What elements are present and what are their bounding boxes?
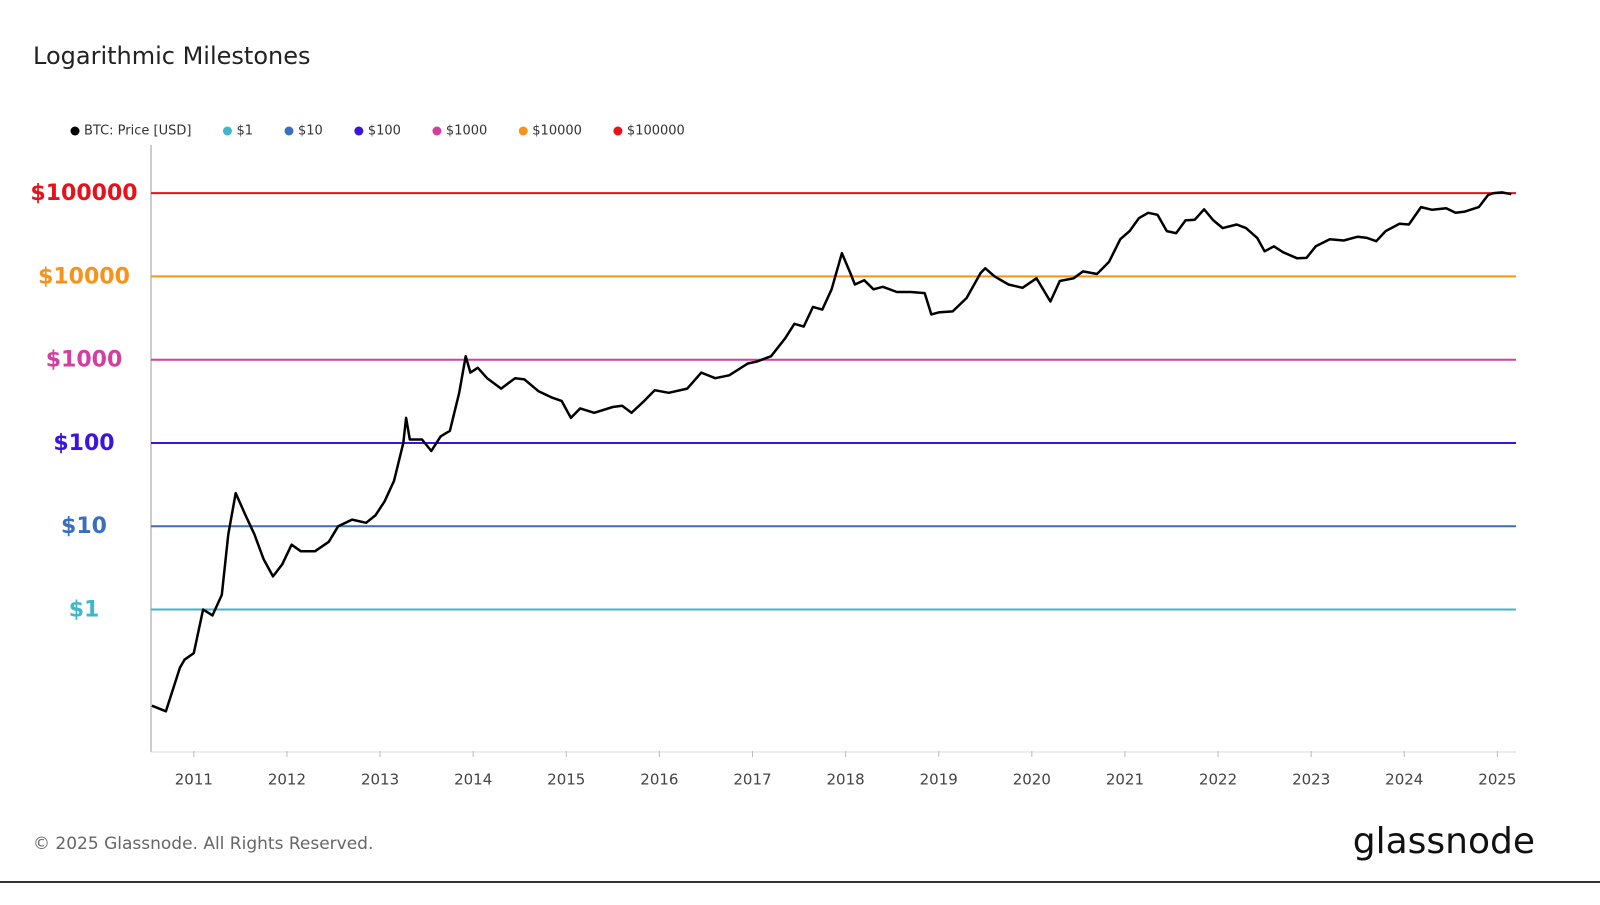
x-tick-label: 2025 bbox=[1478, 771, 1516, 789]
x-tick-label: 2022 bbox=[1199, 771, 1237, 789]
x-tick-label: 2021 bbox=[1106, 771, 1144, 789]
logo: glassnode bbox=[1353, 821, 1535, 862]
legend-label: $10 bbox=[298, 124, 323, 139]
y-tick-label: $1000 bbox=[46, 348, 123, 373]
chart-title: Logarithmic Milestones bbox=[33, 42, 311, 70]
x-tick-label: 2023 bbox=[1292, 771, 1330, 789]
legend-marker bbox=[284, 126, 294, 136]
legend-label: $1000 bbox=[446, 124, 487, 139]
x-tick-label: 2016 bbox=[640, 771, 678, 789]
x-tick-label: 2020 bbox=[1013, 771, 1051, 789]
x-tick-label: 2011 bbox=[175, 771, 213, 789]
legend-marker bbox=[432, 126, 442, 136]
legend-label: $1 bbox=[236, 124, 253, 139]
price-line bbox=[151, 191, 1512, 713]
x-tick-label: 2019 bbox=[920, 771, 958, 789]
x-tick-label: 2017 bbox=[733, 771, 771, 789]
footer: © 2025 Glassnode. All Rights Reserved. bbox=[33, 834, 373, 854]
x-tick-label: 2014 bbox=[454, 771, 492, 789]
legend-marker bbox=[613, 126, 623, 136]
legend-marker bbox=[518, 126, 528, 136]
x-tick-label: 2024 bbox=[1385, 771, 1423, 789]
x-tick-label: 2013 bbox=[361, 771, 399, 789]
legend-label: $100 bbox=[368, 124, 401, 139]
y-tick-label: $100 bbox=[53, 431, 114, 456]
legend-marker bbox=[222, 126, 232, 136]
y-tick-label: $100000 bbox=[30, 181, 137, 206]
x-tick-label: 2018 bbox=[827, 771, 865, 789]
x-tick-label: 2015 bbox=[547, 771, 585, 789]
y-tick-label: $1 bbox=[69, 598, 100, 623]
legend-label: BTC: Price [USD] bbox=[84, 124, 191, 139]
y-tick-label: $10 bbox=[61, 514, 107, 539]
y-tick-label: $10000 bbox=[38, 264, 130, 289]
x-tick-label: 2012 bbox=[268, 771, 306, 789]
legend-label: $100000 bbox=[627, 124, 685, 139]
legend-marker bbox=[354, 126, 364, 136]
legend-label: $10000 bbox=[532, 124, 582, 139]
legend-marker bbox=[70, 126, 80, 136]
